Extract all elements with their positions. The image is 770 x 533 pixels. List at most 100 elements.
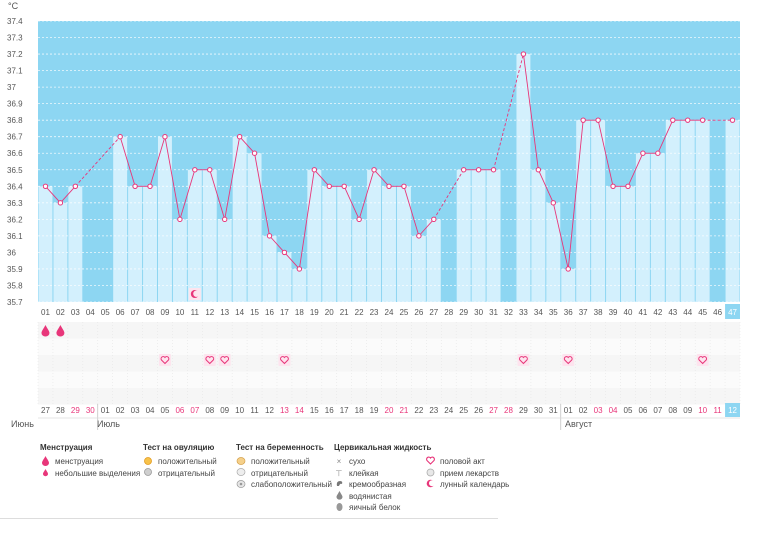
- cycle-day-label: 23: [370, 308, 379, 317]
- temperature-point: [625, 183, 631, 189]
- date-label: 03: [594, 406, 603, 415]
- temperature-bar: [650, 153, 665, 302]
- cycle-day-label: 15: [250, 308, 259, 317]
- temperature-point: [729, 117, 736, 123]
- legend-item: яичный белок: [334, 502, 431, 514]
- temperature-bar: [157, 136, 172, 302]
- line-segment: [313, 169, 330, 187]
- temperature-point: [490, 167, 497, 173]
- temperature-bar: [53, 202, 68, 302]
- temperature-point: [132, 183, 138, 189]
- legend-label: слабоположительный: [251, 480, 332, 490]
- date-label: 03: [131, 406, 140, 415]
- temperature-point: [42, 183, 49, 189]
- pill-icon: [425, 468, 435, 479]
- small-drop-icon: [40, 467, 50, 479]
- y-tick-label: 36.1: [7, 232, 23, 241]
- date-label: 13: [280, 406, 289, 415]
- cycle-day-label: 39: [609, 308, 618, 317]
- temperature-bar: [172, 219, 187, 302]
- y-tick-label: 37.1: [7, 67, 23, 76]
- temperature-bar: [695, 120, 710, 302]
- temperature-point: [356, 216, 362, 223]
- cycle-day-label: 08: [146, 308, 155, 317]
- legend-item: × сухо: [334, 456, 431, 468]
- line-segment: [403, 186, 420, 237]
- cycle-day-label: 04: [86, 308, 95, 317]
- plot-area: [38, 20, 740, 303]
- legend-label: кремообразная: [349, 480, 407, 490]
- cycle-day-label: 37: [579, 308, 588, 317]
- y-tick-label: 36.4: [7, 182, 23, 191]
- cycle-day-label: 47: [728, 308, 737, 317]
- temperature-bar: [113, 136, 128, 302]
- line-segment: [537, 169, 554, 204]
- line-segment: [224, 136, 241, 220]
- negative-test-icon: [236, 467, 246, 479]
- temperature-line: [42, 51, 736, 272]
- date-label: 07: [653, 406, 662, 415]
- cycle-day-label: 45: [698, 308, 707, 317]
- temperature-bar: [665, 120, 680, 302]
- temperature-point: [236, 134, 243, 140]
- y-tick-label: 36.6: [7, 149, 23, 158]
- line-segment: [209, 169, 226, 220]
- legend-pregnancy-test: Тест на беременность положительный отриц…: [236, 443, 332, 491]
- cycle-day-label: 43: [668, 308, 677, 317]
- temperature-point: [550, 200, 556, 206]
- cycle-day-labels: 01 02 03 04 05 06 07 08 09 10 11 12 13 14 15 16 17 18 19 20…: [41, 304, 740, 319]
- date-label: 04: [609, 406, 618, 415]
- y-tick-label: 36.5: [7, 166, 23, 175]
- legend-item: ⊤ клейкая: [334, 468, 431, 480]
- line-segment: [149, 136, 166, 187]
- date-label: 04: [146, 406, 155, 415]
- date-label: 02: [116, 406, 125, 415]
- sticky-icon: ⊤: [335, 468, 343, 478]
- temperature-bar: [621, 186, 635, 302]
- legend-item: водянистая: [334, 491, 431, 503]
- line-segment: [597, 120, 614, 187]
- temperature-bar: [217, 219, 232, 302]
- legend-item: кремообразная: [334, 479, 431, 491]
- month-label-august: Август: [565, 419, 593, 429]
- date-label: 25: [459, 406, 468, 415]
- positive-test-icon: [236, 456, 246, 468]
- temperature-bar: [725, 120, 740, 302]
- temperature-point: [251, 150, 258, 156]
- moon-icon-cutout: [193, 290, 200, 297]
- cycle-day-label: 25: [399, 308, 408, 317]
- heart-icon: [220, 356, 230, 365]
- moon-icon: [425, 479, 435, 490]
- temperature-point: [401, 183, 407, 189]
- cycle-day-label: 02: [56, 308, 65, 317]
- date-label: 19: [370, 406, 379, 415]
- legend-ovulation-test: Тест на овуляцию положительный отрицател…: [143, 443, 217, 479]
- cycle-day-label: 06: [116, 308, 125, 317]
- line-segment: [373, 169, 390, 187]
- date-label: 07: [190, 406, 199, 415]
- y-tick-label: 35.7: [7, 298, 23, 307]
- temperature-point: [341, 183, 347, 189]
- y-tick-label: 36.3: [7, 199, 23, 208]
- temperature-bar: [38, 186, 53, 302]
- legend-item: небольшие выделения: [40, 468, 140, 480]
- legend-item: положительный: [143, 456, 217, 468]
- date-label: 27: [489, 406, 498, 415]
- date-label: 08: [668, 406, 677, 415]
- date-label: 22: [414, 406, 423, 415]
- temperature-bar: [322, 186, 337, 302]
- date-label: 18: [355, 406, 364, 415]
- temperature-point: [699, 117, 706, 123]
- y-tick-label: 36.7: [7, 133, 23, 142]
- cycle-day-label: 29: [459, 308, 468, 317]
- cycle-day-label: 26: [414, 308, 423, 317]
- legend-cervical-fluid: Цервикальная жидкость × сухо ⊤ клейкая кре…: [334, 443, 431, 514]
- temperature-bar: [546, 202, 561, 302]
- menstruation-drop-icon: [41, 325, 50, 337]
- temperature-point: [565, 266, 571, 272]
- temperature-point: [670, 117, 676, 123]
- line-segment: [343, 186, 360, 220]
- date-label: 14: [295, 406, 304, 415]
- line-segment: [254, 153, 270, 236]
